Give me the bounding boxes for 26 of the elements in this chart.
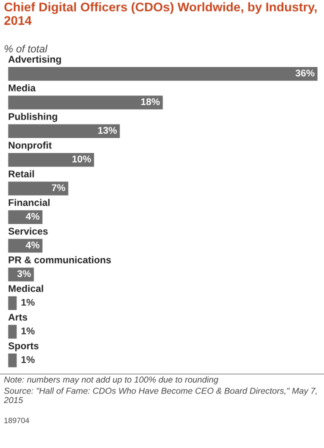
data-label: 1% [21, 328, 35, 334]
data-label: 4% [26, 242, 40, 248]
data-label: 7% [52, 184, 66, 192]
y-tick-label: Publishing [8, 112, 58, 122]
source-note: Source: "Hall of Fame: CDOs Who Have Become CEO & Board Directors," May 7, 2015 [4, 388, 317, 404]
data-label: 3% [17, 270, 31, 278]
data-label: 13% [98, 126, 117, 134]
data-label: 1% [21, 356, 35, 364]
y-tick-label: Media [8, 84, 36, 92]
data-label: 36% [296, 70, 314, 76]
y-tick-label: Services [8, 228, 48, 235]
chart-title: Chief Digital Officers (CDOs) Worldwide, by Industry, 2014 [4, 2, 317, 25]
chart-subtitle: % of total [4, 44, 48, 52]
data-label: 18% [141, 98, 160, 106]
data-label: 4% [26, 212, 40, 220]
text: Note: numbers may not add up to 100% due to rounding [4, 376, 218, 384]
y-tick-label: Medical [8, 284, 44, 292]
data-label: 10% [72, 156, 92, 162]
y-tick-label: Financial [8, 198, 50, 206]
y-tick-label: Advertising [8, 56, 61, 65]
y-tick-label: PR & communications [8, 256, 111, 264]
data-label: 1% [21, 298, 35, 306]
y-tick-label: Sports [8, 342, 38, 352]
y-tick-label: Arts [8, 314, 28, 321]
y-tick-label: Retail [8, 170, 34, 178]
y-tick-label: Nonprofit [8, 142, 52, 151]
